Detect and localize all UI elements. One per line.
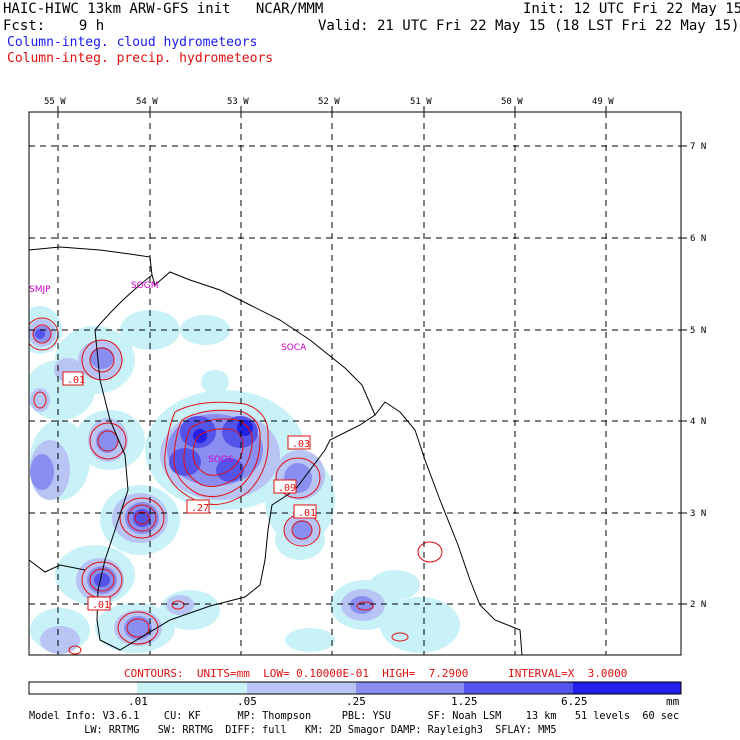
valid-time: Valid: 21 UTC Fri 22 May 15 (18 LST Fri …: [318, 18, 740, 34]
contour-label: .27: [191, 503, 209, 514]
contour-label: .09: [278, 483, 296, 494]
contour-label: .01: [92, 600, 110, 611]
graticule: [29, 112, 681, 655]
colorbar-label: 6.25: [561, 695, 588, 708]
lat-label: 4 N: [690, 417, 706, 427]
legend-precip: Column-integ. precip. hydrometeors: [7, 51, 274, 66]
colorbar: [28, 681, 682, 695]
lat-label: 5 N: [690, 326, 706, 336]
coastline: [29, 246, 523, 655]
cloud-shading: [29, 306, 460, 654]
lat-label: 3 N: [690, 509, 706, 519]
colorbar-label: .25: [346, 695, 366, 708]
lat-label: 6 N: [690, 234, 706, 244]
lon-label: 55 W: [44, 97, 66, 107]
station-label: SOGM: [131, 281, 159, 291]
station-label: SOCA: [281, 343, 307, 353]
colorbar-swatch: [464, 682, 573, 694]
model-info-line1: Model Info: V3.6.1 CU: KF MP: Thompson P…: [29, 711, 680, 722]
contour-label: .01: [298, 508, 316, 519]
lon-label: 54 W: [136, 97, 158, 107]
colorbar-swatch: [29, 682, 137, 694]
longitude-labels: 55 W 54 W 53 W 52 W 51 W 50 W 49 W: [44, 97, 614, 107]
colorbar-swatch: [247, 682, 356, 694]
init-time: Init: 12 UTC Fri 22 May 15: [523, 1, 740, 17]
forecast-hour: Fcst: 9 h: [3, 18, 105, 34]
lon-label: 53 W: [227, 97, 249, 107]
contour-info: CONTOURS: UNITS=mm LOW= 0.10000E-01 HIGH…: [124, 667, 628, 680]
contour-label: .01: [67, 375, 85, 386]
lat-label: 2 N: [690, 600, 706, 610]
colorbar-label: .01: [128, 695, 148, 708]
colorbar-swatch: [356, 682, 464, 694]
lat-label: 7 N: [690, 142, 706, 152]
station-label: SMJP: [29, 285, 51, 295]
legend-cloud: Column-integ. cloud hydrometeors: [7, 35, 258, 50]
axis-ticks: [57, 106, 687, 605]
lon-label: 51 W: [410, 97, 432, 107]
contour-label-boxes: [62, 371, 317, 611]
colorbar-swatch: [573, 682, 681, 694]
lon-label: 52 W: [318, 97, 340, 107]
precip-contours: [29, 317, 443, 655]
chart-title: HAIC-HIWC 13km ARW-GFS init NCAR/MMM: [3, 1, 324, 17]
lon-label: 49 W: [592, 97, 614, 107]
station-label: SOOS: [208, 455, 234, 465]
contour-label: .03: [292, 439, 310, 450]
lon-label: 50 W: [501, 97, 523, 107]
colorbar-units: mm: [666, 695, 680, 708]
colorbar-swatch: [137, 682, 247, 694]
colorbar-label: .05: [237, 695, 257, 708]
latitude-labels: 7 N 6 N 5 N 4 N 3 N 2 N: [690, 142, 706, 610]
contour-labels: .01 .03 .09 .27 .01 .01: [67, 375, 316, 611]
model-info-line2: LW: RRTMG SW: RRTMG DIFF: full KM: 2D Sm…: [29, 725, 557, 736]
colorbar-label: 1.25: [451, 695, 478, 708]
map-frame: [28, 111, 682, 656]
stations: SMJP SOGM SOCA SOOS: [29, 281, 307, 465]
